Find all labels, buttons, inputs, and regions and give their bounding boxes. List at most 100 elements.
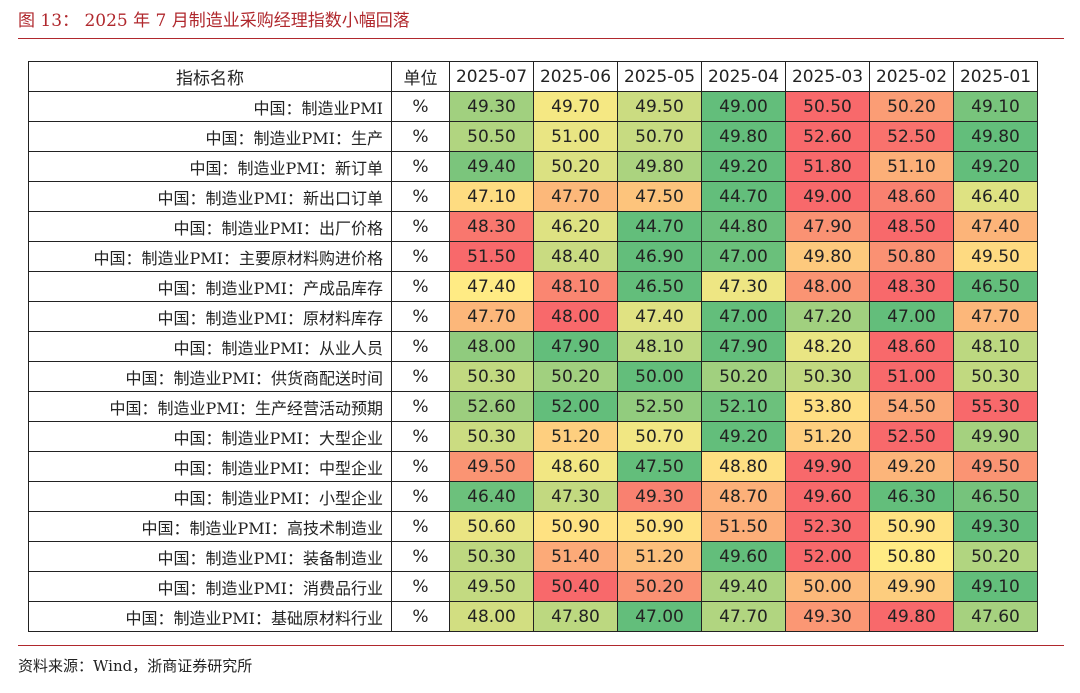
value-cell: 47.50 bbox=[617, 181, 702, 212]
header-period: 2025-04 bbox=[701, 61, 786, 92]
value-cell: 49.00 bbox=[701, 91, 786, 122]
indicator-name: 中国：制造业PMI：从业人员 bbox=[28, 331, 392, 362]
value-cell: 49.00 bbox=[785, 181, 870, 212]
value-cell: 46.20 bbox=[533, 211, 618, 242]
indicator-unit: % bbox=[391, 271, 450, 302]
value-cell: 48.70 bbox=[701, 481, 786, 512]
value-cell: 50.30 bbox=[449, 361, 534, 392]
value-cell: 47.70 bbox=[701, 601, 786, 632]
value-cell: 50.60 bbox=[449, 511, 534, 542]
table-row: 中国：制造业PMI：生产% 50.50 51.00 50.70 49.80 52.60 52… bbox=[28, 121, 1038, 152]
value-cell: 48.30 bbox=[449, 211, 534, 242]
table-row: 中国：制造业PMI：中型企业% 49.50 48.60 47.50 48.80 49.90… bbox=[28, 451, 1038, 482]
value-cell: 47.70 bbox=[449, 301, 534, 332]
value-cell: 49.20 bbox=[701, 151, 786, 182]
value-cell: 52.00 bbox=[533, 391, 618, 422]
indicator-unit: % bbox=[391, 421, 450, 452]
table-row: 中国：制造业PMI：高技术制造业% 50.60 50.90 50.90 51.50 52.… bbox=[28, 511, 1038, 542]
value-cell: 49.80 bbox=[785, 241, 870, 272]
indicator-name: 中国：制造业PMI：小型企业 bbox=[28, 481, 392, 512]
indicator-unit: % bbox=[391, 451, 450, 482]
value-cell: 52.50 bbox=[617, 391, 702, 422]
table-row: 中国：制造业PMI：原材料库存% 47.70 48.00 47.40 47.00 47.2… bbox=[28, 301, 1038, 332]
value-cell: 47.50 bbox=[617, 451, 702, 482]
table-row: 中国：制造业PMI：大型企业% 50.30 51.20 50.70 49.20 51.20… bbox=[28, 421, 1038, 452]
value-cell: 49.90 bbox=[953, 421, 1038, 452]
header-period: 2025-03 bbox=[785, 61, 870, 92]
value-cell: 48.10 bbox=[533, 271, 618, 302]
value-cell: 49.20 bbox=[953, 151, 1038, 182]
indicator-name: 中国：制造业PMI：高技术制造业 bbox=[28, 511, 392, 542]
indicator-unit: % bbox=[391, 481, 450, 512]
value-cell: 50.80 bbox=[869, 241, 954, 272]
value-cell: 44.80 bbox=[701, 211, 786, 242]
indicator-unit: % bbox=[391, 361, 450, 392]
value-cell: 46.40 bbox=[953, 181, 1038, 212]
source-note: 资料来源：Wind，浙商证券研究所 bbox=[18, 657, 253, 675]
value-cell: 48.00 bbox=[449, 601, 534, 632]
value-cell: 49.70 bbox=[533, 91, 618, 122]
value-cell: 50.80 bbox=[869, 541, 954, 572]
indicator-name: 中国：制造业PMI：生产 bbox=[28, 121, 392, 152]
value-cell: 46.90 bbox=[617, 241, 702, 272]
value-cell: 49.60 bbox=[785, 481, 870, 512]
header-name: 指标名称 bbox=[28, 61, 392, 92]
value-cell: 48.00 bbox=[533, 301, 618, 332]
value-cell: 50.20 bbox=[533, 151, 618, 182]
table-row: 中国：制造业PMI：主要原材料购进价格% 51.50 48.40 46.90 47.00… bbox=[28, 241, 1038, 272]
indicator-unit: % bbox=[391, 121, 450, 152]
value-cell: 47.20 bbox=[785, 301, 870, 332]
footer-divider bbox=[18, 645, 1064, 646]
value-cell: 52.30 bbox=[785, 511, 870, 542]
value-cell: 49.90 bbox=[785, 451, 870, 482]
table-row: 中国：制造业PMI：新出口订单% 47.10 47.70 47.50 44.70 49.0… bbox=[28, 181, 1038, 212]
value-cell: 52.00 bbox=[785, 541, 870, 572]
value-cell: 54.50 bbox=[869, 391, 954, 422]
value-cell: 48.80 bbox=[701, 451, 786, 482]
value-cell: 47.00 bbox=[869, 301, 954, 332]
value-cell: 48.00 bbox=[785, 271, 870, 302]
indicator-name: 中国：制造业PMI：出厂价格 bbox=[28, 211, 392, 242]
value-cell: 49.50 bbox=[953, 241, 1038, 272]
value-cell: 51.20 bbox=[533, 421, 618, 452]
value-cell: 49.10 bbox=[953, 571, 1038, 602]
value-cell: 50.20 bbox=[617, 571, 702, 602]
value-cell: 50.20 bbox=[953, 541, 1038, 572]
value-cell: 49.30 bbox=[617, 481, 702, 512]
indicator-name: 中国：制造业PMI：新出口订单 bbox=[28, 181, 392, 212]
indicator-name: 中国：制造业PMI：消费品行业 bbox=[28, 571, 392, 602]
header-period: 2025-02 bbox=[869, 61, 954, 92]
value-cell: 50.30 bbox=[449, 541, 534, 572]
indicator-name: 中国：制造业PMI：新订单 bbox=[28, 151, 392, 182]
value-cell: 51.10 bbox=[869, 151, 954, 182]
value-cell: 47.00 bbox=[701, 301, 786, 332]
table-row: 中国：制造业PMI：基础原材料行业% 48.00 47.80 47.00 47.70 49… bbox=[28, 601, 1038, 632]
value-cell: 47.90 bbox=[785, 211, 870, 242]
indicator-unit: % bbox=[391, 331, 450, 362]
indicator-unit: % bbox=[391, 601, 450, 632]
value-cell: 52.50 bbox=[869, 421, 954, 452]
value-cell: 48.00 bbox=[449, 331, 534, 362]
value-cell: 46.50 bbox=[617, 271, 702, 302]
value-cell: 50.70 bbox=[617, 421, 702, 452]
value-cell: 48.30 bbox=[869, 271, 954, 302]
header-period: 2025-05 bbox=[617, 61, 702, 92]
value-cell: 50.90 bbox=[533, 511, 618, 542]
indicator-unit: % bbox=[391, 151, 450, 182]
value-cell: 49.20 bbox=[701, 421, 786, 452]
value-cell: 47.60 bbox=[953, 601, 1038, 632]
header-unit: 单位 bbox=[391, 61, 450, 92]
value-cell: 49.40 bbox=[449, 151, 534, 182]
value-cell: 50.90 bbox=[617, 511, 702, 542]
table-row: 中国：制造业PMI：消费品行业% 49.50 50.40 50.20 49.40 50.0… bbox=[28, 571, 1038, 602]
header-period: 2025-06 bbox=[533, 61, 618, 92]
value-cell: 44.70 bbox=[617, 211, 702, 242]
value-cell: 50.20 bbox=[533, 361, 618, 392]
value-cell: 52.60 bbox=[785, 121, 870, 152]
table-row: 中国：制造业PMI：出厂价格% 48.30 46.20 44.70 44.80 47.90… bbox=[28, 211, 1038, 242]
indicator-name: 中国：制造业PMI：主要原材料购进价格 bbox=[28, 241, 392, 272]
indicator-name: 中国：制造业PMI：大型企业 bbox=[28, 421, 392, 452]
title-divider bbox=[18, 38, 1064, 39]
value-cell: 48.20 bbox=[785, 331, 870, 362]
value-cell: 49.50 bbox=[449, 571, 534, 602]
